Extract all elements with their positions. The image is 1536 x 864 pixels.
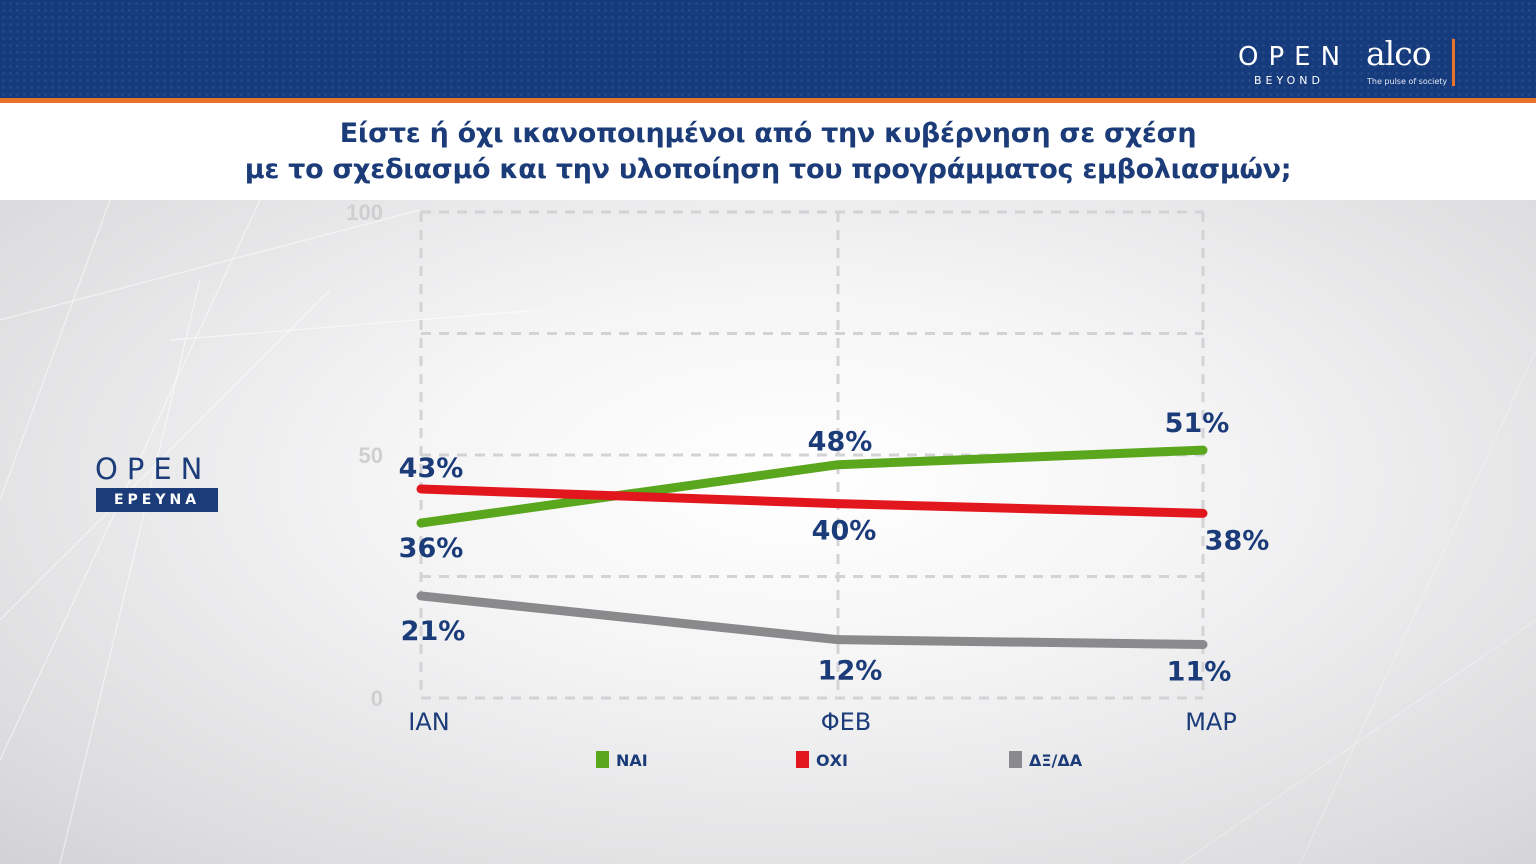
y-tick-label: 0 xyxy=(371,686,383,711)
alco-tagline: The pulse of society xyxy=(1367,77,1448,86)
legend-swatch xyxy=(796,751,809,768)
series-line-0 xyxy=(416,445,1208,528)
data-label: 48% xyxy=(808,427,873,458)
data-label: 38% xyxy=(1205,525,1270,556)
chart-grid xyxy=(419,210,1205,700)
header-accent-rule xyxy=(0,98,1536,103)
data-label: 36% xyxy=(399,533,464,564)
chart-title-line-2: με το σχεδιασμό και την υλοποίηση του πρ… xyxy=(244,154,1292,185)
chart-background xyxy=(0,200,1536,864)
alco-divider xyxy=(1452,39,1455,86)
chart-series xyxy=(416,445,1208,650)
header-texture xyxy=(0,0,1536,98)
y-tick-label: 50 xyxy=(359,443,383,468)
header-bar: OPEN BEYOND alco The pulse of society xyxy=(0,0,1536,98)
chart-legend: ΝΑΙ ΟΧΙ ΔΞ/ΔΑ xyxy=(596,751,1083,770)
legend-label: ΔΞ/ΔΑ xyxy=(1029,751,1083,770)
open-beyond-logo: OPEN xyxy=(1238,42,1351,72)
data-labels: 36% 48% 51% 43% 40% 38% 21% 12% 11% xyxy=(399,408,1270,687)
series-line-2 xyxy=(416,591,1208,650)
data-label: 21% xyxy=(401,616,466,647)
open-ereyna-logo: OPEN xyxy=(95,452,212,486)
legend-label: ΝΑΙ xyxy=(616,751,648,770)
x-tick-label: ΜΑΡ xyxy=(1185,708,1237,736)
x-tick-label: ΦΕΒ xyxy=(821,708,872,736)
chart-title-line-1: Είστε ή όχι ικανοποιημένοι από την κυβέρ… xyxy=(339,118,1197,149)
legend-swatch xyxy=(1009,751,1022,768)
data-label: 43% xyxy=(399,453,464,484)
x-tick-label: ΙΑΝ xyxy=(408,708,449,736)
y-axis-ticks: 0 50 100 xyxy=(346,200,383,711)
legend-label: ΟΧΙ xyxy=(816,751,848,770)
y-tick-label: 100 xyxy=(346,200,383,225)
data-label: 40% xyxy=(812,516,877,547)
data-label: 12% xyxy=(818,656,883,687)
beyond-label: BEYOND xyxy=(1254,74,1324,87)
data-label: 51% xyxy=(1165,408,1230,439)
background-lines xyxy=(0,200,1536,864)
title-band: Είστε ή όχι ικανοποιημένοι από την κυβέρ… xyxy=(0,103,1536,200)
ereyna-badge: ΕΡΕΥΝΑ xyxy=(96,488,218,512)
series-line-1 xyxy=(416,484,1208,518)
alco-logo: alco xyxy=(1366,34,1432,73)
legend-swatch xyxy=(596,751,609,768)
data-label: 11% xyxy=(1167,657,1232,688)
x-axis-ticks: ΙΑΝ ΦΕΒ ΜΑΡ xyxy=(408,708,1237,736)
